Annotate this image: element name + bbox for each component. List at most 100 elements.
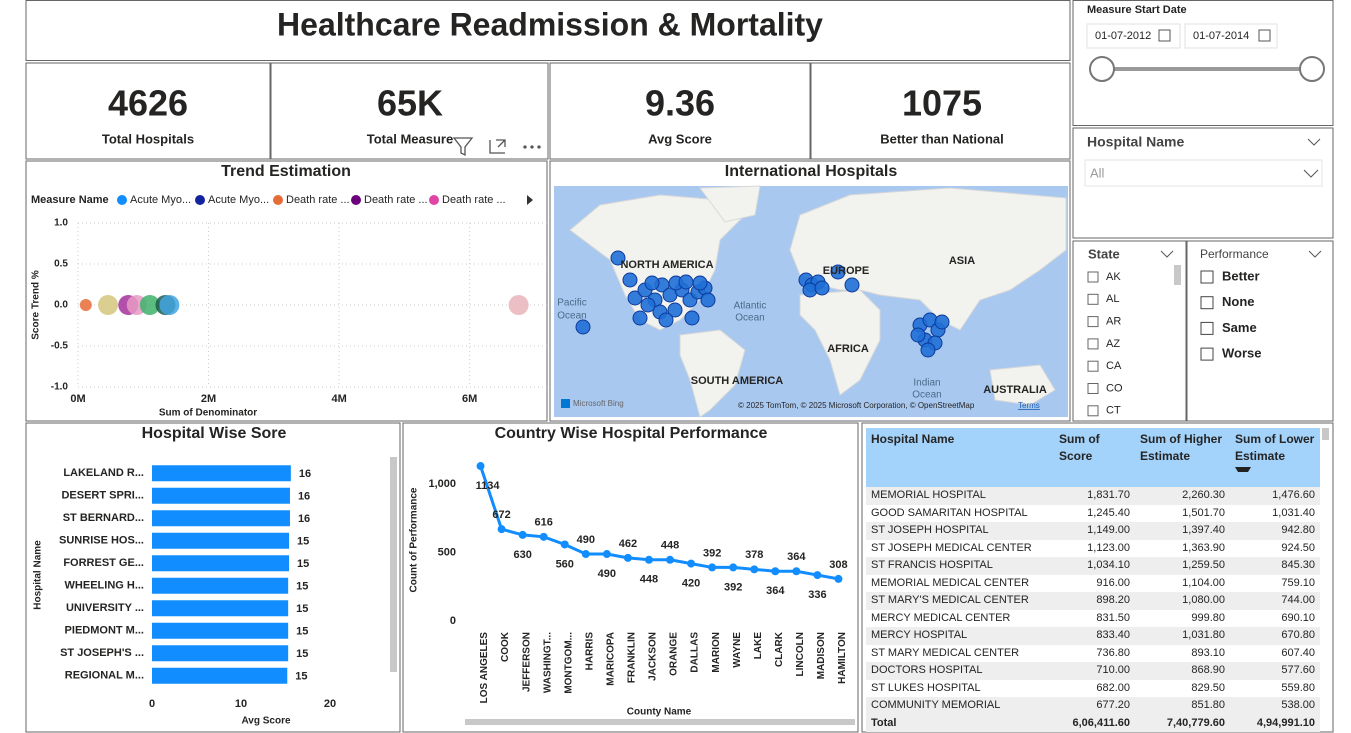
page-title: Healthcare Readmission & Mortality <box>277 6 823 42</box>
x-tick-label: MARION <box>711 632 722 673</box>
date-input[interactable] <box>1184 23 1278 49</box>
checkbox[interactable] <box>1087 405 1099 417</box>
checkbox[interactable] <box>1087 360 1099 372</box>
ocean-label: Pacific <box>557 298 586 309</box>
y-tick-label: 0.5 <box>54 259 68 270</box>
map-terms[interactable]: Terms <box>1018 401 1040 410</box>
checkbox[interactable] <box>1087 383 1099 394</box>
point <box>771 567 780 576</box>
total-cell: 7,40,779.60 <box>1166 716 1225 729</box>
checkbox[interactable] <box>1087 271 1099 283</box>
point <box>560 540 569 549</box>
table-row: ST FRANCIS HOSPITAL 1,034.10 1,259.50 845.3… <box>866 557 1320 575</box>
data-label: 672 <box>492 509 510 521</box>
legend-label: Death rate ... <box>442 194 506 206</box>
column-header[interactable]: Sum of Score <box>1059 432 1100 463</box>
checkbox[interactable] <box>1087 338 1099 350</box>
bar <box>152 622 289 639</box>
table-cell: 1,031.80 <box>1182 629 1225 641</box>
data-label: 16 <box>299 468 311 480</box>
checkbox[interactable] <box>1200 347 1214 361</box>
y-tick-label: 0 <box>450 615 456 627</box>
date-input[interactable] <box>1086 23 1181 49</box>
chevron[interactable] <box>1307 138 1321 146</box>
x-tick-label: WASHINGT... <box>542 632 553 693</box>
y-tick-label: REGIONAL M... <box>65 670 144 682</box>
point <box>518 530 527 539</box>
table-cell: 1,149.00 <box>1087 524 1130 536</box>
checkbox[interactable] <box>1200 296 1214 310</box>
slicer-item: Same <box>1222 320 1257 335</box>
table-cell: 1,104.00 <box>1182 576 1225 589</box>
scrollbar[interactable] <box>1174 265 1181 285</box>
bar <box>152 645 289 662</box>
table-cell: 916.00 <box>1096 576 1130 589</box>
chevron[interactable] <box>1303 169 1319 178</box>
slider-handle[interactable] <box>1089 56 1115 82</box>
kpi-label: Total Hospitals <box>102 131 194 146</box>
legend-label: Death rate ... <box>286 194 350 206</box>
table-cell: ST LUKES HOSPITAL <box>871 681 981 694</box>
scrollbar[interactable] <box>465 719 855 725</box>
bar <box>152 577 289 594</box>
point <box>581 550 590 559</box>
table-cell: 833.40 <box>1096 629 1130 641</box>
table-row: ST JOSEPH HOSPITAL 1,149.00 1,397.40 942.80 <box>866 522 1320 540</box>
y-axis-label: Hospital Name <box>33 540 44 610</box>
legend-arrow[interactable] <box>527 195 533 205</box>
x-tick-label: JEFFERSON <box>521 632 532 692</box>
continent-label: NORTH AMERICA <box>620 259 713 271</box>
data-label: 448 <box>661 540 679 552</box>
sort-icon <box>1235 467 1251 478</box>
checkbox[interactable] <box>1200 321 1214 335</box>
chevron[interactable] <box>1160 250 1174 258</box>
chevron[interactable] <box>1308 250 1322 258</box>
map-dot <box>658 312 674 328</box>
calendar-icon[interactable] <box>1158 29 1171 42</box>
checkbox[interactable] <box>1200 270 1214 284</box>
x-tick-label: DALLAS <box>690 632 701 673</box>
table-body: MEMORIAL HOSPITAL 1,831.70 2,260.30 1,476.6… <box>866 487 1320 715</box>
dropdown[interactable] <box>1084 159 1323 187</box>
y-tick-label: ST JOSEPH'S ... <box>60 647 144 659</box>
table-cell: ST JOSEPH HOSPITAL <box>871 524 989 536</box>
map-dot <box>934 314 950 330</box>
map-dot <box>678 274 694 290</box>
bar <box>152 600 289 617</box>
x-tick-label: HARRIS <box>584 632 595 671</box>
map-logo: Microsoft Bing <box>573 399 624 408</box>
checkbox[interactable] <box>1087 293 1099 305</box>
continent-label: EUROPE <box>823 265 869 277</box>
visual-header-icons[interactable] <box>452 137 541 157</box>
data-label: 490 <box>598 568 616 580</box>
table-total: Total 6,06,411.60 7,40,779.60 4,94,991.10 <box>866 714 1320 732</box>
date-start: 01-07-2012 <box>1095 30 1151 42</box>
table-cell: 1,501.70 <box>1182 506 1225 519</box>
slicer-item: None <box>1222 294 1255 309</box>
data-label: 420 <box>682 578 700 590</box>
column-header[interactable]: Hospital Name <box>871 432 955 446</box>
map-title: International Hospitals <box>725 163 898 180</box>
slicer-title: Measure Start Date <box>1087 4 1187 16</box>
table-cell: 538.00 <box>1281 699 1315 711</box>
slider-handle[interactable] <box>1299 56 1325 82</box>
data-label: 16 <box>298 491 310 503</box>
checkbox[interactable] <box>1087 316 1099 328</box>
legend-marker <box>273 195 283 205</box>
scrollbar[interactable] <box>390 457 397 672</box>
table-cell: 710.00 <box>1096 664 1130 676</box>
y-tick-label: FORREST GE... <box>63 557 144 569</box>
chart-title: Country Wise Hospital Performance <box>495 425 768 442</box>
map-dot <box>844 277 860 293</box>
column-header[interactable]: Sum of Higher Estimate <box>1140 432 1223 463</box>
column-header[interactable]: Sum of Lower Estimate <box>1230 428 1320 487</box>
table-cell: 942.80 <box>1281 524 1315 536</box>
map[interactable] <box>554 185 1068 418</box>
table-cell: MEMORIAL MEDICAL CENTER <box>871 576 1030 589</box>
total-cell: Total <box>871 716 897 729</box>
scrollbar[interactable] <box>1322 428 1329 440</box>
calendar-icon[interactable] <box>1258 29 1271 42</box>
legend-label: Acute Myo... <box>130 194 191 206</box>
point <box>508 295 529 315</box>
point <box>602 550 611 559</box>
